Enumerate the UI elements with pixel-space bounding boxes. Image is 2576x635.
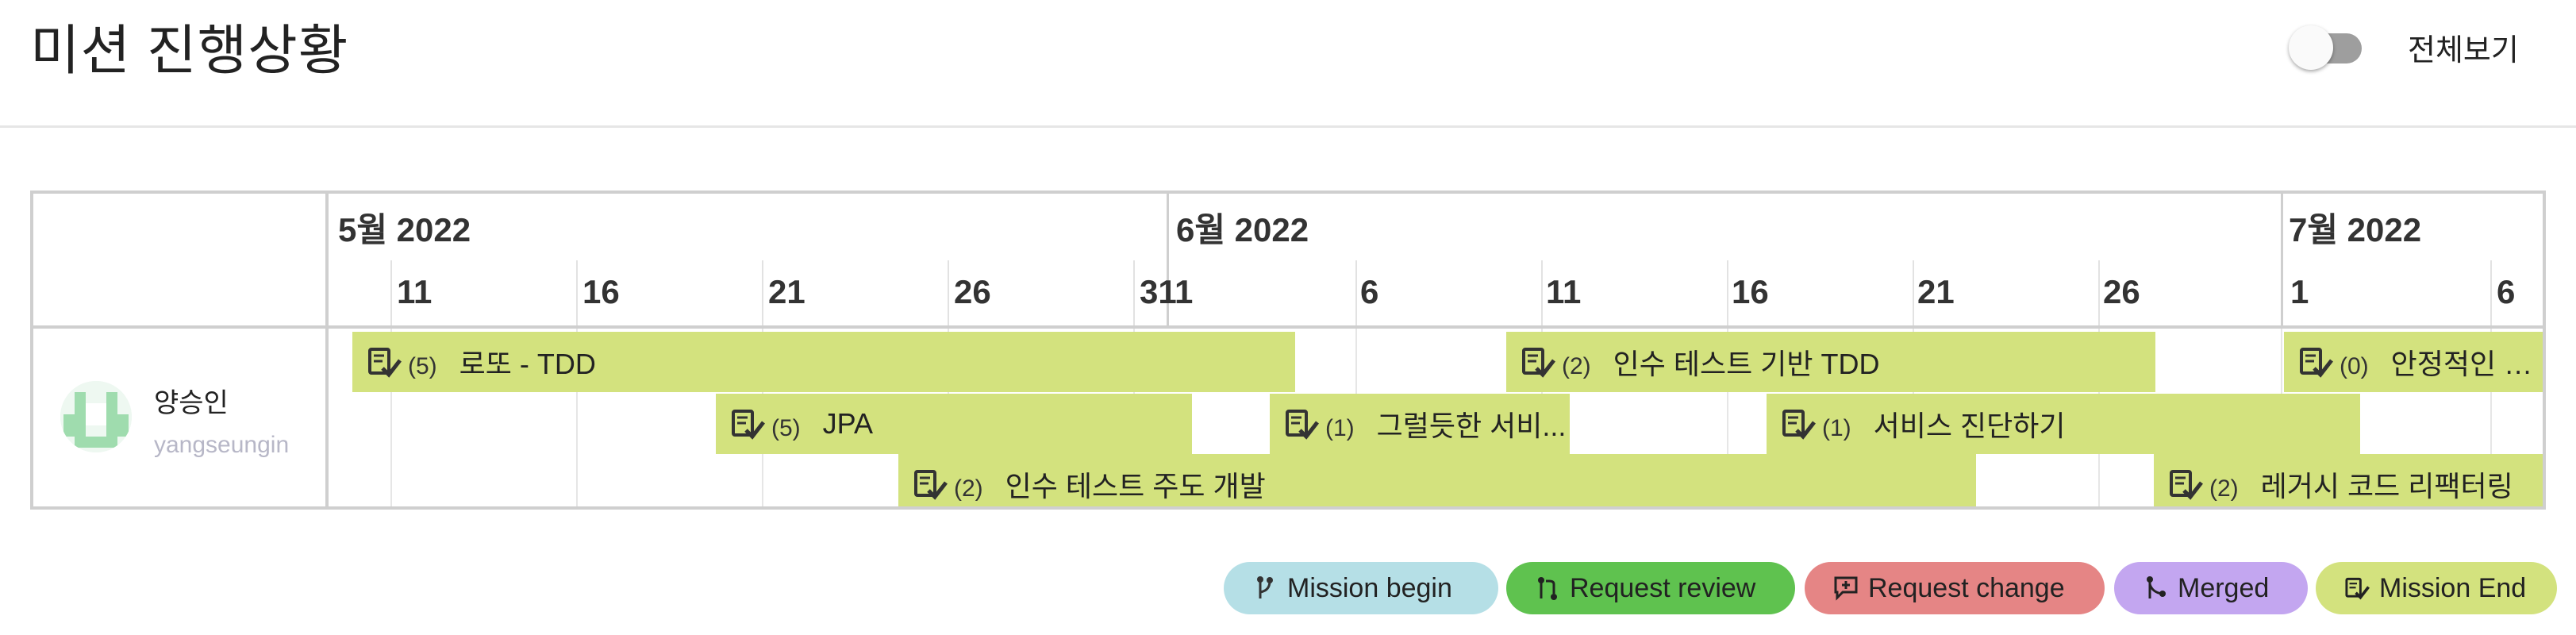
day-label: 16: [582, 273, 620, 310]
avatar: [60, 381, 132, 452]
mission-bar[interactable]: (5) JPA: [716, 394, 1192, 454]
header-divider: [329, 325, 2543, 329]
day-tick: [948, 260, 949, 329]
day-tick: [2098, 260, 2100, 329]
toggle-knob: [2289, 25, 2333, 70]
day-label: 21: [768, 273, 805, 310]
mission-label: 그럴듯한 서비...: [1376, 410, 1567, 442]
mission-count: (1): [1325, 415, 1355, 441]
check-clipboard-icon: [2168, 468, 2203, 500]
mission-label: 인수 테스트 기반 TDD: [1613, 348, 1880, 380]
branch-icon: [1252, 575, 1278, 602]
month-divider: [2281, 194, 2283, 329]
legend-request-change[interactable]: Request change: [1805, 562, 2105, 614]
mission-bar[interactable]: (1) 그럴듯한 서비...: [1270, 394, 1570, 454]
day-tick: [390, 260, 392, 329]
legend-mission-begin[interactable]: Mission begin: [1224, 562, 1498, 614]
page-title: 미션 진행상황: [30, 21, 349, 81]
mission-label: 레거시 코드 리팩터링: [2260, 470, 2513, 502]
mission-bar[interactable]: (1) 서비스 진단하기: [1767, 394, 2360, 454]
day-label: 11: [1546, 273, 1582, 310]
mission-label: 인수 테스트 주도 개발: [1005, 470, 1266, 502]
mission-label: 로또 - TDD: [459, 348, 596, 380]
merge-icon: [2143, 575, 2168, 602]
day-label: 11: [397, 273, 433, 310]
mission-count: (0): [2340, 353, 2369, 379]
month-label: 6월 2022: [1176, 211, 1309, 248]
mission-label: JPA: [822, 407, 874, 440]
legend-merged[interactable]: Merged: [2114, 562, 2308, 614]
check-clipboard-icon: [2344, 575, 2370, 602]
day-tick: [1355, 260, 1357, 329]
legend-label: Mission begin: [1287, 572, 1452, 603]
month-divider: [1167, 194, 1169, 329]
legend-mission-end[interactable]: Mission End: [2316, 562, 2557, 614]
mission-bar[interactable]: (2) 인수 테스트 기반 TDD: [1506, 332, 2155, 392]
mission-bar[interactable]: (5) 로또 - TDD: [352, 332, 1295, 392]
day-label: 16: [1732, 273, 1769, 310]
user-column-header: [33, 194, 325, 329]
day-tick: [1913, 260, 1914, 329]
day-label: 1: [1175, 273, 1194, 310]
check-clipboard-icon: [913, 468, 948, 500]
check-clipboard-icon: [2298, 346, 2333, 378]
legend-label: Mission End: [2379, 572, 2527, 603]
legend-label: Request change: [1868, 572, 2065, 603]
day-label: 21: [1917, 273, 1955, 310]
check-clipboard-icon: [367, 346, 402, 378]
user-column: 양승인 yangseungin: [33, 194, 329, 506]
check-clipboard-icon: [1521, 346, 1555, 378]
day-label: 31: [1140, 273, 1177, 310]
user-name: 양승인: [154, 388, 229, 418]
day-label: 6: [1360, 273, 1379, 310]
day-label: 1: [2290, 273, 2309, 310]
grid-line: [2490, 329, 2492, 506]
mission-count: (2): [1562, 353, 1591, 379]
comment-diff-icon: [1833, 575, 1859, 602]
legend-label: Merged: [2178, 572, 2270, 603]
check-clipboard-icon: [1284, 408, 1319, 440]
day-tick: [1541, 260, 1543, 329]
mission-bar[interactable]: (2) 레거시 코드 리팩터링: [2154, 454, 2543, 506]
month-label: 7월 2022: [2289, 211, 2422, 248]
pull-request-icon: [1535, 575, 1560, 602]
month-row: 5월 2022 6월 2022 7월 2022: [329, 194, 2543, 260]
day-label: 6: [2497, 273, 2516, 310]
legend-request-review[interactable]: Request review: [1506, 562, 1795, 614]
day-tick: [2490, 260, 2492, 329]
day-tick: [1727, 260, 1728, 329]
mission-count: (1): [1822, 415, 1851, 441]
check-clipboard-icon: [730, 408, 765, 440]
mission-count: (2): [954, 475, 983, 502]
grid-line: [576, 329, 578, 506]
user-id: yangseungin: [154, 432, 290, 458]
day-tick: [762, 260, 763, 329]
legend-label: Request review: [1570, 572, 1756, 603]
day-tick: [1133, 260, 1135, 329]
mission-count: (5): [408, 353, 437, 379]
grid-line: [1727, 329, 1728, 506]
day-label: 26: [954, 273, 991, 310]
show-all-label: 전체보기: [2408, 34, 2519, 67]
page-header: 미션 진행상황 전체보기: [0, 0, 2576, 128]
show-all-toggle[interactable]: [2289, 25, 2371, 73]
day-label: 26: [2103, 273, 2140, 310]
month-label: 5월 2022: [338, 211, 471, 248]
mission-timeline: 양승인 yangseungin 5월 2022 6월 2022 7월 2022 …: [30, 190, 2546, 510]
mission-count: (5): [771, 415, 801, 441]
mission-bar[interactable]: (0) 안정적인 서비: [2284, 332, 2546, 392]
grid-line: [390, 329, 392, 506]
mission-label: 서비스 진단하기: [1873, 410, 2066, 442]
timeline-area: 5월 2022 6월 2022 7월 2022 11 16 21 26 31 1…: [329, 194, 2546, 506]
check-clipboard-icon: [1781, 408, 1816, 440]
mission-count: (2): [2209, 475, 2239, 502]
day-tick: [576, 260, 578, 329]
mission-label: 안정적인 서비: [2390, 348, 2546, 380]
mission-bar[interactable]: (2) 인수 테스트 주도 개발: [898, 454, 1976, 506]
